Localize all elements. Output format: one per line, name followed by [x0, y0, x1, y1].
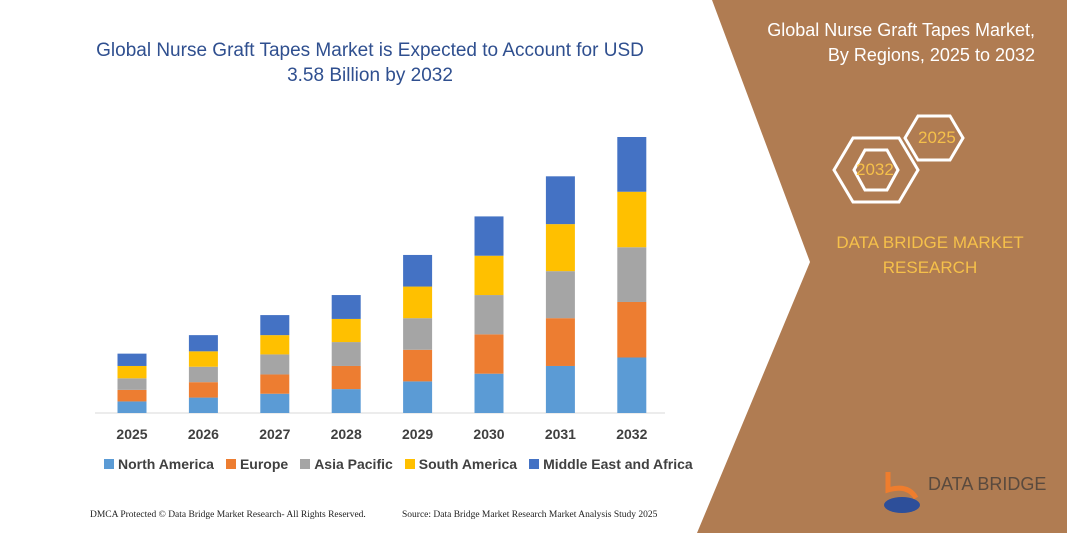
bar-2032-middle-east-and-africa — [617, 137, 647, 192]
bar-2028-middle-east-and-africa — [331, 295, 361, 319]
bar-2031-middle-east-and-africa — [545, 176, 575, 225]
bar-2029-south-america — [403, 286, 433, 319]
x-tick-label: 2029 — [402, 426, 433, 442]
hexagon-2032 — [852, 148, 900, 192]
legend: North America Europe Asia Pacific South Ame… — [104, 456, 693, 472]
side-title-line1: Global Nurse Graft Tapes Market, — [767, 20, 1035, 40]
legend-label: South America — [418, 456, 518, 472]
bar-2025-south-america — [117, 365, 147, 379]
x-tick-label: 2027 — [259, 426, 290, 442]
bar-2028-europe — [331, 365, 361, 390]
bars — [117, 137, 647, 413]
bar-2025-middle-east-and-africa — [117, 353, 147, 366]
bar-2025-north-america — [117, 401, 147, 413]
bar-2026-middle-east-and-africa — [188, 335, 218, 352]
legend-swatch — [404, 459, 415, 469]
bar-2031-north-america — [545, 365, 575, 413]
bar-2028-asia-pacific — [331, 342, 361, 366]
bar-2030-south-america — [474, 255, 504, 296]
legend-swatch — [225, 459, 236, 469]
legend-label: Europe — [239, 456, 289, 472]
bar-2032-asia-pacific — [617, 247, 647, 302]
side-title-line2: By Regions, 2025 to 2032 — [827, 45, 1035, 65]
bar-2029-europe — [403, 349, 433, 382]
bar-2025-asia-pacific — [117, 378, 147, 390]
brand-line1: DATA BRIDGE MARKET — [836, 233, 1024, 252]
footer-copyright: DMCA Protected © Data Bridge Market Rese… — [90, 510, 366, 520]
x-tick-label: 2026 — [188, 426, 219, 442]
bar-2026-south-america — [188, 351, 218, 367]
logo-mark — [885, 472, 919, 500]
hexagon-outline — [832, 136, 920, 204]
legend-item: Europe — [225, 456, 289, 472]
bar-2032-south-america — [617, 191, 647, 248]
legend-item: Asia Pacific — [300, 456, 393, 472]
x-ticks: 2025 2026 2027 2028 2029 2030 2031 2032 — [116, 426, 647, 442]
x-tick-label: 2031 — [545, 426, 576, 442]
bar-2027-asia-pacific — [260, 354, 290, 375]
legend-swatch — [104, 459, 114, 469]
side-title: Global Nurse Graft Tapes Market, By Regio… — [767, 18, 1035, 68]
legend-item: North America — [104, 456, 214, 472]
x-tick-label: 2032 — [616, 426, 647, 442]
logo-mark-base — [884, 497, 920, 513]
bar-2030-europe — [474, 334, 504, 374]
bar-2027-middle-east-and-africa — [260, 315, 290, 336]
x-tick-label: 2028 — [331, 426, 362, 442]
bar-2032-north-america — [617, 357, 647, 413]
bar-2029-middle-east-and-africa — [403, 254, 433, 287]
bar-2027-europe — [260, 374, 290, 394]
bar-2031-asia-pacific — [545, 271, 575, 319]
logo-text: DATA BRIDGE — [928, 474, 1047, 494]
x-tick-label: 2025 — [116, 426, 147, 442]
hexagon-2025 — [903, 114, 965, 162]
bar-2028-north-america — [331, 389, 361, 413]
bar-2026-north-america — [188, 397, 218, 413]
bar-2030-asia-pacific — [474, 295, 504, 335]
bar-2027-south-america — [260, 335, 290, 355]
legend-swatch — [300, 459, 311, 469]
bar-2031-south-america — [545, 224, 575, 272]
legend-item: Middle East and Africa — [529, 456, 693, 472]
chart-title: Global Nurse Graft Tapes Market is Expec… — [96, 40, 644, 86]
footer-source: Source: Data Bridge Market Research Mark… — [402, 510, 658, 520]
bar-2026-asia-pacific — [188, 366, 218, 383]
bar-2027-north-america — [260, 393, 290, 413]
bar-2031-europe — [545, 318, 575, 366]
bar-2026-europe — [188, 382, 218, 398]
legend-label: Middle East and Africa — [543, 456, 693, 472]
hex-label-2032: 2032 — [856, 160, 894, 179]
side-panel — [697, 0, 1067, 533]
bar-2032-europe — [617, 301, 647, 358]
brand-line2: RESEARCH — [882, 258, 978, 277]
legend-swatch — [529, 459, 540, 469]
bar-2030-middle-east-and-africa — [474, 216, 504, 256]
legend-label: North America — [118, 456, 214, 472]
legend-label: Asia Pacific — [314, 456, 393, 472]
legend-item: South America — [404, 456, 518, 472]
bar-2025-europe — [117, 389, 147, 402]
x-tick-label: 2030 — [473, 426, 504, 442]
bar-2028-south-america — [331, 318, 361, 343]
brand-text: DATA BRIDGE MARKET RESEARCH — [830, 230, 1030, 280]
bar-2029-asia-pacific — [403, 318, 433, 350]
bar-2029-north-america — [403, 381, 433, 413]
bar-2030-north-america — [474, 373, 504, 413]
hex-label-2025: 2025 — [918, 128, 956, 147]
